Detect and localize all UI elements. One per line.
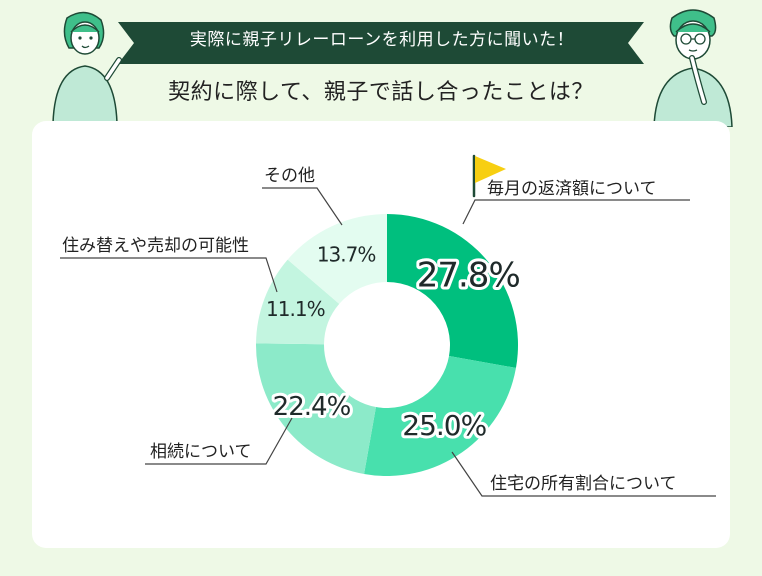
category-label-2: 住宅の所有割合について	[490, 474, 677, 494]
value-label-4: 11.1%	[266, 297, 325, 321]
leader-line-3	[145, 417, 293, 465]
value-label-outline-1: 27.8%	[417, 255, 520, 295]
flag-icon	[475, 156, 506, 183]
leader-line-5	[262, 187, 343, 226]
value-label-2: 25.0%	[402, 409, 486, 442]
chart-card	[32, 121, 730, 548]
banner	[118, 22, 644, 64]
banner-text: 実際に親子リレーローンを利用した方に聞いた！	[189, 30, 575, 50]
leader-line-4	[60, 257, 278, 293]
donut-slice-3	[256, 343, 376, 474]
question-title: 契約に際して、親子で話し合ったことは？	[168, 80, 594, 105]
donut-slice-2	[364, 356, 516, 476]
category-label-3: 相続について	[150, 442, 252, 462]
man-illustration	[653, 9, 733, 127]
category-label-4: 住み替えや売却の可能性	[62, 236, 249, 256]
value-label-outline-3: 22.4%	[273, 392, 351, 422]
value-label-5: 13.7%	[317, 242, 376, 266]
category-label-1: 毎月の返済額について	[487, 179, 657, 199]
woman-illustration	[52, 11, 122, 123]
category-label-5: その他	[264, 166, 315, 186]
banner-ribbon	[118, 22, 644, 64]
donut-slice-5	[287, 214, 387, 304]
leader-line-1	[462, 199, 690, 225]
value-label-3: 22.4%	[273, 392, 351, 422]
donut-slice-4	[256, 259, 340, 345]
donut-slice-1	[387, 214, 518, 368]
value-label-1: 27.8%	[417, 255, 520, 295]
value-label-outline-2: 25.0%	[402, 409, 486, 442]
leader-line-2	[451, 451, 716, 497]
